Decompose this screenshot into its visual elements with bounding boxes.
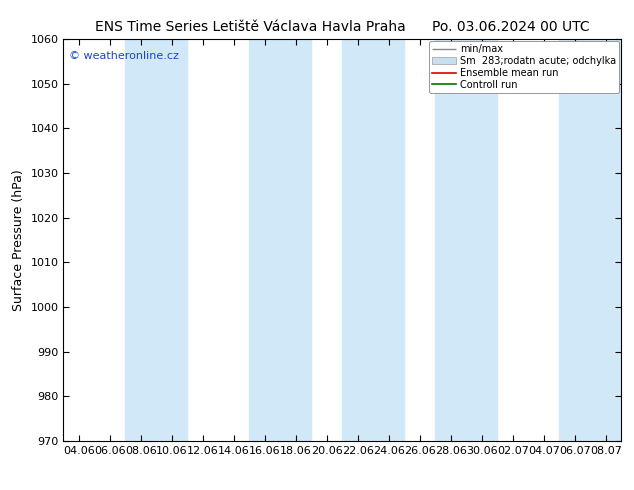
- Title: ENS Time Series Letiště Václava Havla Praha      Po. 03.06.2024 00 UTC: ENS Time Series Letiště Václava Havla Pr…: [95, 20, 590, 34]
- Bar: [126, 39, 188, 441]
- Bar: [342, 39, 404, 441]
- Bar: [559, 39, 621, 441]
- Y-axis label: Surface Pressure (hPa): Surface Pressure (hPa): [12, 169, 25, 311]
- Text: © weatheronline.cz: © weatheronline.cz: [69, 51, 179, 61]
- Bar: [249, 39, 311, 441]
- Bar: [436, 39, 497, 441]
- Legend: min/max, Sm  283;rodatn acute; odchylka, Ensemble mean run, Controll run: min/max, Sm 283;rodatn acute; odchylka, …: [429, 41, 619, 93]
